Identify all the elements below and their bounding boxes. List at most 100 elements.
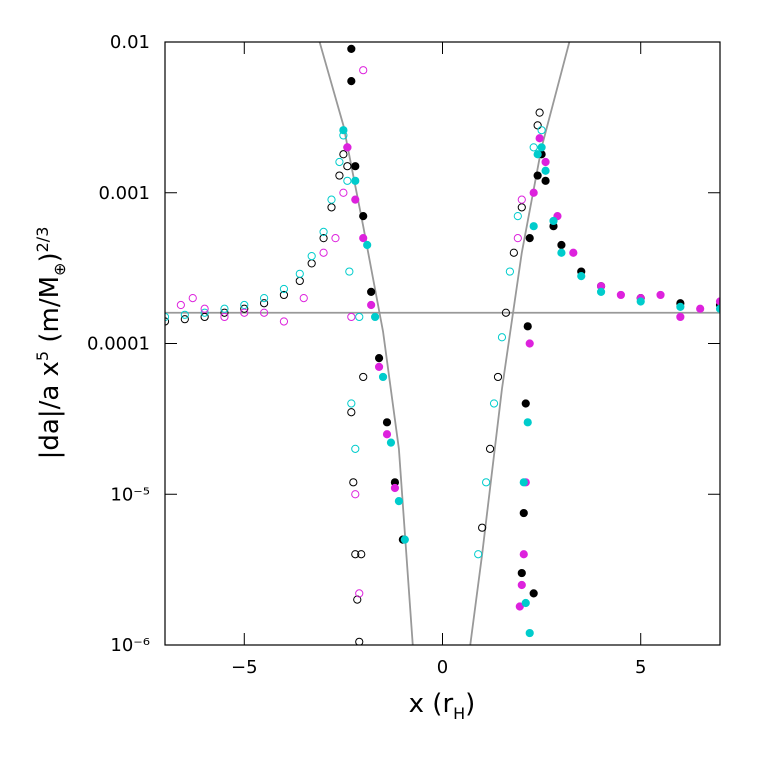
y-axis-label: |da|/a x5 (m/M⊕)2/3 bbox=[33, 227, 69, 460]
data-point bbox=[382, 418, 392, 427]
data-point bbox=[482, 478, 491, 487]
data-point bbox=[549, 216, 558, 226]
data-point bbox=[279, 317, 289, 326]
data-point bbox=[200, 312, 209, 322]
data-point bbox=[299, 294, 308, 303]
data-point bbox=[180, 315, 189, 324]
data-point bbox=[279, 290, 289, 300]
plot-frame bbox=[164, 41, 721, 646]
data-point bbox=[220, 308, 229, 317]
data-point bbox=[347, 77, 356, 86]
data-point bbox=[343, 162, 352, 171]
data-point bbox=[359, 234, 368, 243]
data-point bbox=[521, 399, 530, 408]
data-point bbox=[493, 372, 503, 382]
data-point bbox=[517, 568, 526, 578]
data-point bbox=[335, 157, 344, 167]
data-point bbox=[517, 580, 526, 590]
data-point bbox=[535, 108, 544, 117]
data-point bbox=[529, 188, 538, 197]
data-point bbox=[260, 294, 269, 303]
data-point bbox=[319, 227, 328, 236]
data-point bbox=[400, 535, 409, 544]
data-point bbox=[220, 312, 229, 322]
y-axis-label-part: (m/M bbox=[35, 276, 65, 351]
data-point bbox=[616, 290, 625, 300]
data-point bbox=[367, 300, 376, 310]
data-point bbox=[515, 602, 524, 611]
data-point bbox=[355, 637, 364, 645]
data-point bbox=[509, 248, 518, 257]
data-point bbox=[525, 234, 534, 243]
data-point bbox=[541, 166, 550, 175]
data-point bbox=[696, 304, 705, 313]
data-point bbox=[519, 550, 528, 559]
data-point bbox=[513, 234, 522, 243]
data-point bbox=[523, 418, 532, 427]
data-point bbox=[319, 248, 328, 257]
data-point bbox=[378, 372, 388, 382]
data-point bbox=[240, 308, 249, 317]
y-tick-label: 10⁻⁵ bbox=[110, 484, 150, 505]
data-point bbox=[517, 195, 526, 204]
data-point bbox=[521, 598, 530, 608]
data-point bbox=[371, 312, 380, 322]
y-axis-label-part: 5 bbox=[33, 351, 52, 361]
data-point bbox=[636, 297, 645, 306]
data-point bbox=[537, 126, 546, 135]
data-point bbox=[339, 188, 348, 197]
data-point bbox=[533, 150, 542, 159]
data-point bbox=[307, 259, 316, 268]
data-point bbox=[537, 143, 546, 152]
data-point bbox=[260, 308, 269, 317]
data-point bbox=[517, 203, 526, 212]
data-point bbox=[569, 248, 578, 257]
data-point bbox=[519, 478, 528, 487]
data-point bbox=[367, 287, 376, 296]
data-point bbox=[525, 339, 534, 348]
x-tick-label: 0 bbox=[437, 657, 448, 678]
data-point bbox=[200, 308, 209, 317]
data-point bbox=[327, 203, 336, 212]
data-point bbox=[497, 333, 507, 342]
data-point bbox=[351, 195, 360, 204]
data-point bbox=[200, 304, 209, 313]
data-point bbox=[715, 304, 720, 313]
data-point bbox=[533, 171, 542, 180]
data-point bbox=[327, 195, 336, 204]
data-point bbox=[357, 550, 366, 559]
data-point bbox=[351, 162, 360, 171]
data-point bbox=[355, 589, 364, 598]
reference-curve bbox=[469, 42, 571, 645]
data-point bbox=[382, 430, 392, 439]
data-point bbox=[374, 354, 384, 363]
data-point bbox=[343, 143, 352, 152]
data-point bbox=[345, 267, 354, 276]
y-axis-label-part: ⊕ bbox=[50, 263, 69, 276]
data-point bbox=[533, 121, 542, 130]
data-point bbox=[240, 300, 249, 310]
data-point bbox=[501, 308, 511, 317]
data-point bbox=[557, 248, 566, 257]
data-point bbox=[386, 438, 396, 447]
data-point bbox=[359, 66, 368, 75]
data-point bbox=[529, 143, 538, 152]
data-point bbox=[394, 497, 403, 506]
data-point bbox=[331, 234, 340, 243]
data-point bbox=[505, 267, 514, 276]
x-axis-label-part: x (r bbox=[409, 689, 454, 719]
x-axis-label: x (rH) bbox=[409, 689, 476, 723]
data-point bbox=[307, 251, 316, 261]
data-point bbox=[485, 444, 495, 453]
y-tick-label: 10⁻⁶ bbox=[110, 635, 150, 656]
data-point bbox=[676, 312, 685, 322]
data-point bbox=[349, 478, 358, 487]
data-point bbox=[339, 126, 348, 135]
data-point bbox=[577, 271, 586, 281]
data-point bbox=[474, 550, 483, 559]
reference-curve bbox=[318, 42, 414, 645]
data-point bbox=[351, 176, 360, 185]
data-point bbox=[188, 294, 197, 303]
y-tick-label: 0.01 bbox=[110, 32, 150, 53]
